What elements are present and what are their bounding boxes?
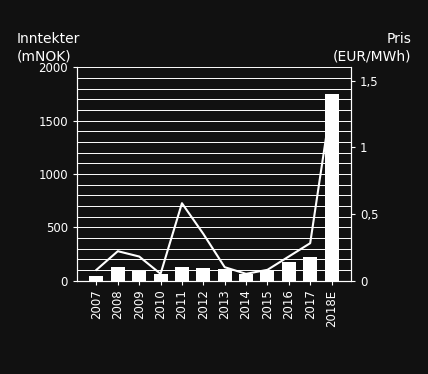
Bar bbox=[175, 267, 189, 280]
Bar bbox=[303, 257, 317, 280]
Bar bbox=[261, 270, 274, 280]
Bar bbox=[196, 268, 210, 280]
Text: Pris
(EUR/MWh): Pris (EUR/MWh) bbox=[333, 32, 411, 63]
Bar bbox=[132, 271, 146, 280]
Bar bbox=[154, 273, 167, 280]
Bar bbox=[239, 274, 253, 280]
Bar bbox=[89, 276, 104, 280]
Bar bbox=[324, 94, 339, 280]
Text: Inntekter
(mNOK): Inntekter (mNOK) bbox=[17, 32, 80, 63]
Bar bbox=[218, 269, 232, 280]
Bar bbox=[282, 263, 296, 280]
Bar bbox=[111, 267, 125, 280]
